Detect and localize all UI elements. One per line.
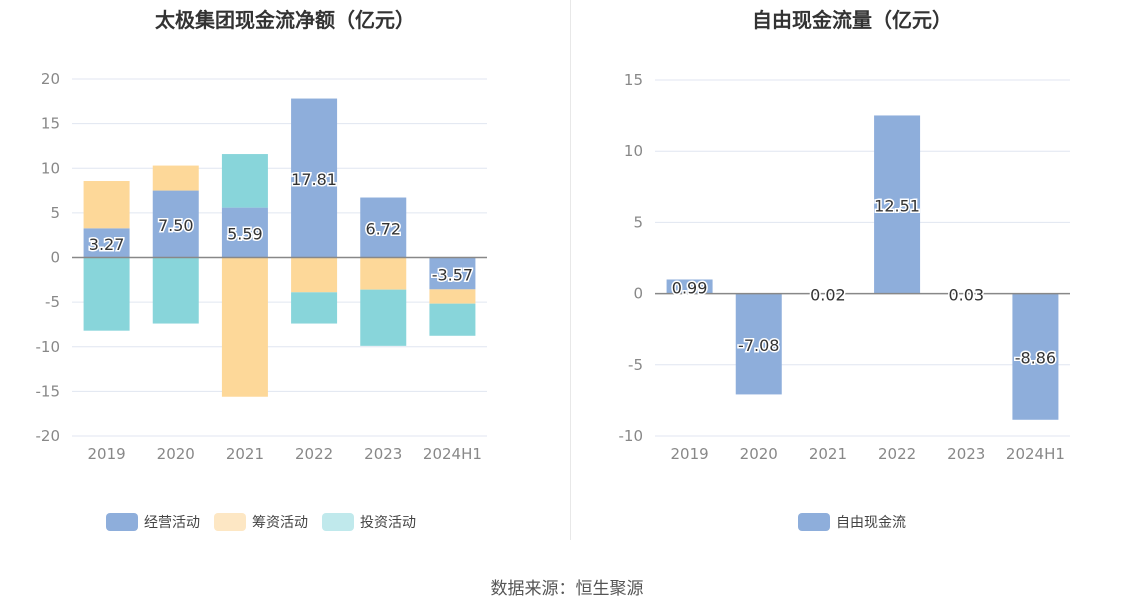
bar-筹资活动	[429, 289, 476, 304]
x-tick-label: 2022	[878, 445, 916, 463]
bar-经营活动	[429, 257, 476, 290]
chart-title-cashflow: 太极集团现金流净额（亿元）	[155, 8, 415, 32]
data-source: 数据来源：恒生聚源	[490, 579, 644, 599]
bar-投资活动	[429, 303, 476, 336]
bar-筹资活动	[291, 257, 338, 293]
x-tick-label: 2023	[364, 445, 402, 463]
x-tick-label: 2023	[947, 445, 985, 463]
y-tick-label: -5	[45, 293, 60, 311]
legend-label: 投资活动	[360, 515, 416, 531]
y-tick-label: 5	[50, 204, 60, 222]
legend-left: 经营活动 筹资活动 投资活动	[106, 512, 416, 532]
bar-筹资活动	[360, 257, 407, 290]
data-label: 17.81	[291, 170, 337, 189]
legend-item[interactable]: 经营活动	[106, 512, 200, 532]
bar-自由现金流	[735, 293, 782, 395]
data-label: 0.03	[948, 285, 984, 304]
data-label: 0.02	[810, 285, 846, 304]
bar-投资活动	[221, 154, 268, 208]
legend-item[interactable]: 投资活动	[322, 512, 416, 532]
bar-自由现金流	[666, 279, 713, 294]
legend-label: 自由现金流	[836, 515, 906, 531]
y-tick-label: -10	[36, 338, 61, 356]
x-tick-label: 2024H1	[423, 445, 482, 463]
bar-投资活动	[291, 292, 338, 324]
legend-swatch	[106, 513, 138, 531]
legend-swatch	[214, 513, 246, 531]
data-label: 12.51	[874, 197, 920, 216]
legend-label: 经营活动	[144, 515, 200, 531]
bar-投资活动	[83, 257, 130, 331]
bar-自由现金流	[874, 115, 921, 294]
data-label: -3.57	[432, 265, 473, 284]
bar-筹资活动	[221, 257, 268, 397]
data-label: -7.08	[738, 336, 779, 355]
bar-筹资活动	[152, 165, 199, 191]
x-tick-label: 2021	[809, 445, 847, 463]
legend-item[interactable]: 自由现金流	[798, 512, 906, 532]
y-tick-label: -20	[36, 427, 61, 445]
bar-经营活动	[291, 98, 338, 258]
data-label: 6.72	[365, 220, 401, 239]
x-tick-label: 2024H1	[1006, 445, 1065, 463]
bar-经营活动	[221, 207, 268, 258]
bar-经营活动	[360, 197, 407, 258]
y-tick-label: 10	[624, 142, 643, 160]
legend-swatch	[322, 513, 354, 531]
y-tick-label: -10	[619, 427, 644, 445]
x-tick-label: 2021	[226, 445, 264, 463]
x-tick-label: 2019	[670, 445, 708, 463]
x-tick-label: 2019	[87, 445, 125, 463]
legend-item[interactable]: 筹资活动	[214, 512, 308, 532]
bar-投资活动	[360, 289, 407, 346]
y-tick-label: 20	[41, 70, 60, 88]
data-label: 7.50	[158, 216, 194, 235]
data-label: 5.59	[227, 225, 263, 244]
x-tick-label: 2020	[740, 445, 778, 463]
divider	[570, 0, 571, 540]
legend-label: 筹资活动	[252, 515, 308, 531]
bar-筹资活动	[83, 181, 130, 229]
y-tick-label: 10	[41, 159, 60, 177]
y-tick-label: -5	[628, 356, 643, 374]
y-tick-label: 15	[624, 71, 643, 89]
legend-swatch	[798, 513, 830, 531]
bar-经营活动	[83, 228, 130, 258]
bar-自由现金流	[1012, 293, 1059, 420]
x-tick-label: 2020	[157, 445, 195, 463]
data-label: 0.99	[672, 279, 708, 298]
bar-投资活动	[152, 257, 199, 324]
y-tick-label: 0	[50, 249, 60, 267]
data-label: 3.27	[89, 235, 125, 254]
legend-right: 自由现金流	[798, 512, 906, 532]
bar-经营活动	[152, 190, 199, 258]
chart-title-fcf: 自由现金流量（亿元）	[752, 8, 952, 32]
x-tick-label: 2022	[295, 445, 333, 463]
data-label: -8.86	[1015, 349, 1056, 368]
y-tick-label: 0	[633, 285, 643, 303]
y-tick-label: -15	[36, 382, 61, 400]
y-tick-label: 5	[633, 213, 643, 231]
y-tick-label: 15	[41, 115, 60, 133]
